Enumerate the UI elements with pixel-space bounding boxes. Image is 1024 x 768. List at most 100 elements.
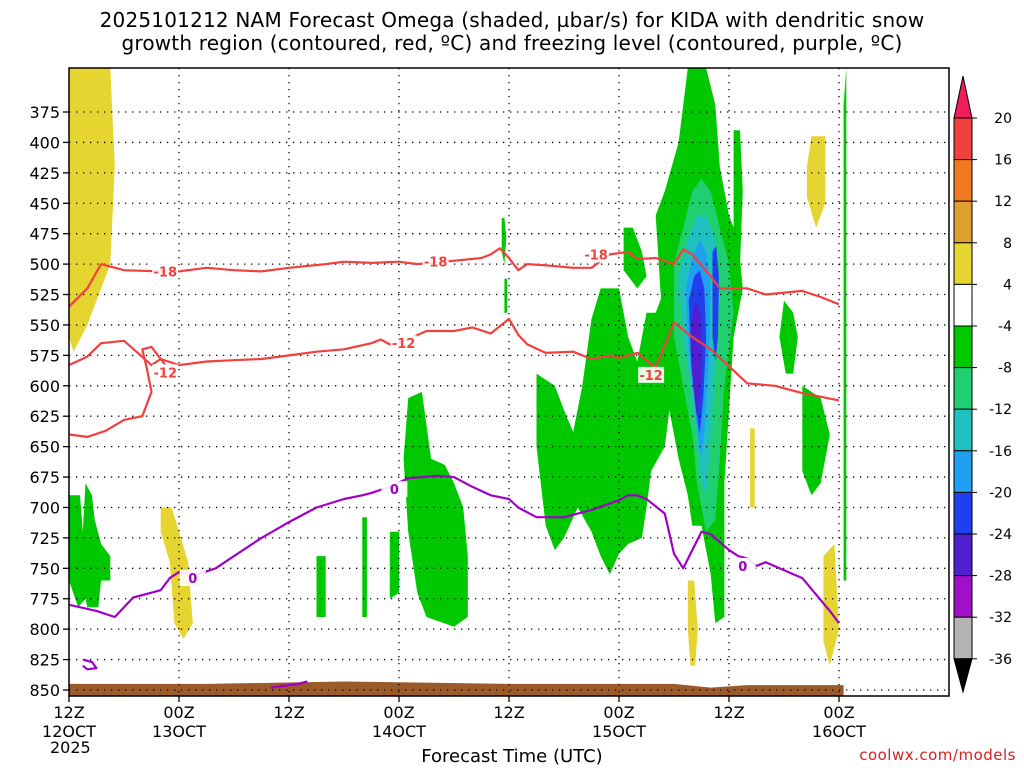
ytick-label-575: 575: [29, 346, 60, 365]
colorbar-label-6: -8: [998, 361, 1012, 377]
omega-region-20: [712, 245, 719, 362]
xtick-date-84: 16OCT: [812, 722, 866, 741]
contour-label-0c: -18: [584, 248, 608, 263]
x-axis-label: Forecast Time (UTC): [421, 746, 603, 767]
colorbar-bin-2: [953, 159, 973, 202]
contour-label-1a-bg: [390, 335, 417, 352]
contour-label-3a: 0: [188, 572, 197, 587]
colorbar-bin-9: [953, 450, 973, 493]
xtick-date-12: 13OCT: [152, 722, 206, 741]
colorbar-bin-4: [953, 242, 973, 285]
contour-label-2a-bg: [152, 364, 179, 381]
colorbar-bin-1: [953, 117, 973, 161]
xtick-label-72: 12Z: [713, 703, 744, 722]
colorbar-label-11: -28: [989, 569, 1012, 585]
contour-label-1b: -12: [639, 369, 663, 384]
colorbar-bin-3: [953, 200, 973, 244]
colorbar-bin-7: [953, 367, 973, 410]
ground-surface: [69, 681, 844, 696]
colorbar-label-5: -4: [998, 319, 1012, 335]
omega-region-6: [403, 391, 468, 627]
contour-label-0b: -18: [424, 256, 448, 271]
ytick-label-850: 850: [29, 681, 60, 700]
ytick-label-700: 700: [29, 498, 60, 517]
colorbar-bin-11: [953, 533, 973, 577]
contour-label-3c: 0: [738, 560, 747, 575]
colorbar-bin-5: [953, 283, 973, 327]
xtick-label-60: 00Z: [603, 703, 634, 722]
omega-region-14: [802, 385, 830, 496]
contour-label-3c-bg: [729, 557, 756, 574]
xtick-label-84: 00Z: [823, 703, 854, 722]
ytick-label-550: 550: [29, 316, 60, 335]
xtick-label-12: 00Z: [163, 703, 194, 722]
ytick-label-500: 500: [29, 255, 60, 274]
colorbar-label-12: -32: [989, 610, 1012, 626]
xtick-label-36: 00Z: [383, 703, 414, 722]
contour-label-3b-bg: [381, 481, 408, 498]
contour-label-0b-bg: [422, 253, 449, 270]
xtick-label-24: 12Z: [273, 703, 304, 722]
credit-link[interactable]: coolwx.com/models: [859, 746, 1016, 764]
ytick-label-525: 525: [29, 286, 60, 305]
omega-region-8: [504, 278, 508, 313]
ytick-label-675: 675: [29, 468, 60, 487]
colorbar-label-2: 12: [994, 194, 1012, 210]
xtick-label-48: 12Z: [493, 703, 524, 722]
xtick-date-60: 15OCT: [592, 722, 646, 741]
omega-region-22: [750, 428, 755, 508]
colorbar-bin-8: [953, 408, 973, 452]
colorbar-label-7: -12: [989, 402, 1012, 418]
colorbar-bin-13: [953, 616, 973, 660]
omega-region-5: [389, 531, 399, 599]
xtick-label-0: 12Z: [53, 703, 84, 722]
colorbar-bin-12: [953, 575, 973, 618]
contour-label-0a: -18: [154, 265, 178, 280]
year-label: 2025: [50, 738, 91, 757]
colorbar-bin-10: [953, 491, 973, 535]
ytick-label-475: 475: [29, 225, 60, 244]
xtick-date-0: 12OCT: [42, 722, 96, 741]
contour-label-0c-bg: [583, 246, 610, 263]
colorbar-label-0: 20: [994, 111, 1012, 127]
colorbar-label-9: -20: [989, 485, 1012, 501]
colorbar-label-3: 8: [1003, 236, 1012, 252]
omega-region-25: [843, 68, 847, 581]
ytick-label-450: 450: [29, 194, 60, 213]
ytick-label-725: 725: [29, 529, 60, 548]
contour-label-3b: 0: [390, 483, 399, 498]
omega-region-9: [536, 264, 674, 575]
contour-line-4: [82, 658, 98, 671]
chart-title-line2: growth region (contoured, red, ºC) and f…: [121, 31, 903, 55]
contour-label-1b-bg: [638, 366, 665, 383]
ytick-label-425: 425: [29, 164, 60, 183]
contour-line-5: [270, 680, 308, 689]
colorbar-top-arrow: [953, 75, 973, 119]
omega-region-3: [316, 556, 326, 617]
omega-region-0: [69, 68, 115, 352]
ytick-label-600: 600: [29, 377, 60, 396]
colorbar-bottom-arrow: [953, 658, 973, 694]
colorbar-label-4: 4: [1003, 277, 1012, 293]
contour-label-2a: -12: [154, 366, 178, 381]
ytick-label-650: 650: [29, 438, 60, 457]
colorbar-label-1: 16: [994, 153, 1012, 169]
colorbar-bin-6: [953, 325, 973, 369]
contour-label-1a: -12: [392, 337, 416, 352]
contour-line-1: [69, 317, 840, 402]
ytick-label-375: 375: [29, 103, 60, 122]
ytick-label-625: 625: [29, 407, 60, 426]
colorbar-label-10: -24: [989, 527, 1012, 543]
ytick-label-825: 825: [29, 651, 60, 670]
contour-line-0: [69, 247, 840, 308]
colorbar-label-13: -36: [989, 652, 1012, 668]
omega-region-24: [823, 544, 839, 666]
omega-region-7: [501, 217, 507, 265]
omega-region-12: [733, 130, 743, 289]
ytick-label-775: 775: [29, 590, 60, 609]
contour-label-3a-bg: [179, 570, 206, 587]
ytick-label-800: 800: [29, 620, 60, 639]
omega-region-13: [779, 300, 798, 374]
contour-label-0a-bg: [152, 263, 179, 280]
